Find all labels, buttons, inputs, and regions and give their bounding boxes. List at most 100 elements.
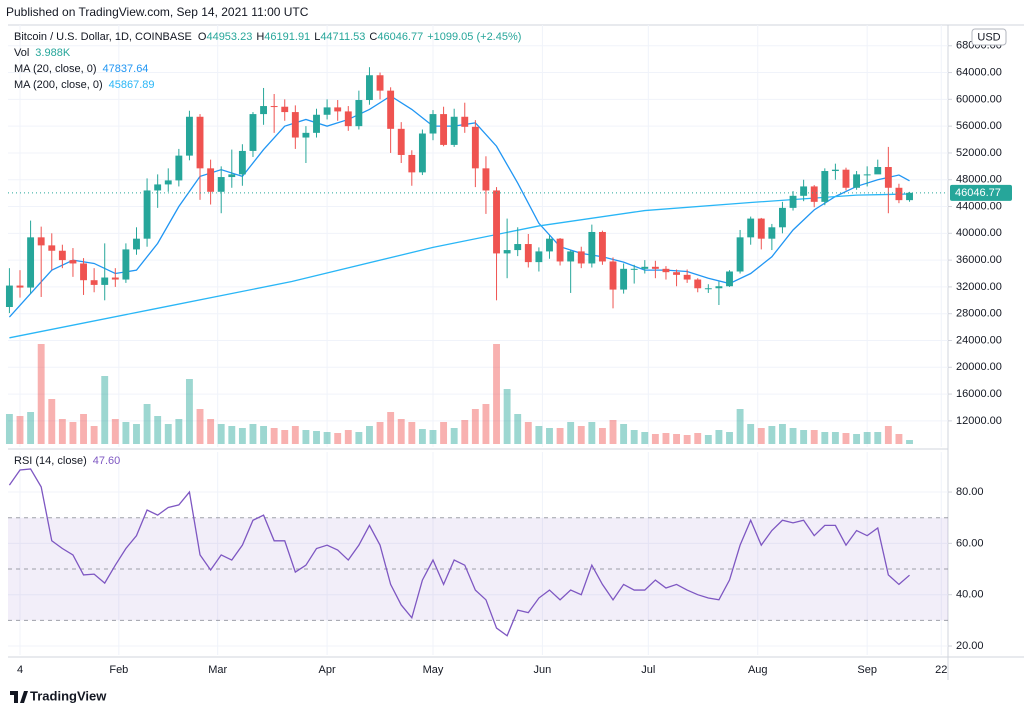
- candle-body: [143, 190, 151, 239]
- volume-bar: [376, 422, 384, 444]
- candle-body: [207, 168, 215, 192]
- candle-body: [906, 192, 913, 201]
- candle-body: [80, 263, 87, 281]
- rsi-legend: RSI (14, close) 47.60: [14, 455, 120, 467]
- candle-body: [694, 279, 702, 289]
- ohlc-label: O: [198, 31, 207, 43]
- volume-bar: [715, 430, 723, 444]
- candle-body: [853, 174, 861, 188]
- candle-body: [217, 177, 225, 192]
- candle-body: [5, 285, 13, 308]
- candle-body: [154, 184, 162, 191]
- x-tick-label: Aug: [748, 664, 768, 676]
- rsi-line: [8, 468, 910, 637]
- candle-body: [228, 174, 236, 178]
- volume-bar: [344, 430, 352, 444]
- x-tick-label: Jul: [641, 664, 655, 676]
- volume-bar: [482, 404, 490, 444]
- volume-bar: [228, 426, 236, 444]
- symbol-legend: Bitcoin / U.S. Dollar, 1D, COINBASE O4495…: [14, 31, 521, 43]
- candle-body: [651, 266, 659, 269]
- volume-bar: [429, 430, 437, 444]
- volume-bar: [620, 424, 628, 444]
- candle-body: [567, 251, 575, 262]
- candle-body: [535, 251, 543, 263]
- ma-value: 45867.89: [109, 79, 155, 91]
- candle-body: [48, 245, 56, 251]
- candle-body: [376, 75, 384, 91]
- candle-body: [281, 106, 289, 113]
- candle-body: [609, 261, 617, 290]
- y-tick-label: 28000.00: [956, 308, 1002, 320]
- candle-body: [122, 249, 130, 280]
- currency-box: [971, 28, 1007, 46]
- candle-body: [884, 167, 892, 188]
- y-tick-label: 60000.00: [956, 93, 1002, 105]
- ohlc-label: L: [314, 31, 320, 43]
- volume-legend: Vol 3.988K: [14, 47, 71, 59]
- candle-body: [789, 195, 797, 208]
- volume-bar: [535, 426, 543, 444]
- change-value: +1099.05 (+2.45%): [427, 31, 521, 43]
- candle-body: [366, 75, 373, 101]
- candle-body: [16, 285, 24, 288]
- candle-body: [429, 114, 437, 134]
- ma-name: MA (200, close, 0): [14, 79, 103, 91]
- volume-bar: [387, 412, 395, 444]
- y-tick-label: 36000.00: [956, 254, 1002, 266]
- volume-bar: [27, 412, 35, 444]
- volume-bar: [831, 432, 839, 444]
- x-tick-label: Mar: [208, 664, 227, 676]
- candle-body: [291, 112, 299, 138]
- candle-body: [683, 274, 691, 280]
- x-tick-label: Apr: [319, 664, 336, 676]
- candle-body: [133, 238, 140, 250]
- candle-body: [27, 237, 35, 288]
- candle-body: [249, 114, 257, 151]
- x-tick-label: Sep: [857, 664, 877, 676]
- candle-body: [69, 260, 77, 264]
- volume-bar: [323, 432, 331, 444]
- volume-bar: [260, 426, 268, 444]
- volume-bar: [630, 430, 638, 444]
- ohlc-label: H: [256, 31, 264, 43]
- candle-body: [768, 227, 776, 239]
- volume-bar: [397, 419, 405, 444]
- volume-bar: [291, 426, 299, 444]
- candle-body: [556, 238, 564, 262]
- ohlc-value: 46191.91: [264, 31, 310, 43]
- volume-bar: [355, 432, 363, 444]
- candle-body: [185, 116, 193, 156]
- volume-bar: [556, 428, 564, 444]
- volume-name: Vol: [14, 47, 29, 59]
- candle-body: [323, 107, 331, 115]
- candle-body: [58, 250, 66, 261]
- candle-body: [779, 207, 786, 228]
- y-tick-label: 12000.00: [956, 415, 1002, 427]
- candle-body: [662, 268, 670, 273]
- volume-bar: [69, 422, 77, 444]
- candle-body: [503, 250, 511, 254]
- candle-body: [387, 90, 395, 129]
- candle-body: [440, 114, 448, 145]
- candle-body: [270, 106, 278, 108]
- candle-body: [471, 126, 479, 169]
- candle-body: [111, 277, 119, 280]
- candle-body: [344, 111, 352, 127]
- volume-bar: [651, 434, 659, 444]
- volume-bar: [334, 433, 342, 444]
- candle-body: [577, 251, 585, 264]
- candle-body: [397, 128, 405, 155]
- volume-bar: [196, 409, 204, 444]
- ohlc-value: 44953.23: [206, 31, 252, 43]
- ohlc-value: 46046.77: [377, 31, 423, 43]
- volume-bar: [185, 379, 193, 444]
- volume-bar: [524, 422, 532, 444]
- tradingview-logo: TradingView: [10, 688, 107, 703]
- volume-bar: [874, 432, 882, 444]
- volume-bar: [895, 434, 903, 444]
- candle-body: [334, 107, 342, 112]
- candle-body: [37, 237, 45, 246]
- y-tick-label: 52000.00: [956, 147, 1002, 159]
- last-price-box: [950, 184, 1012, 201]
